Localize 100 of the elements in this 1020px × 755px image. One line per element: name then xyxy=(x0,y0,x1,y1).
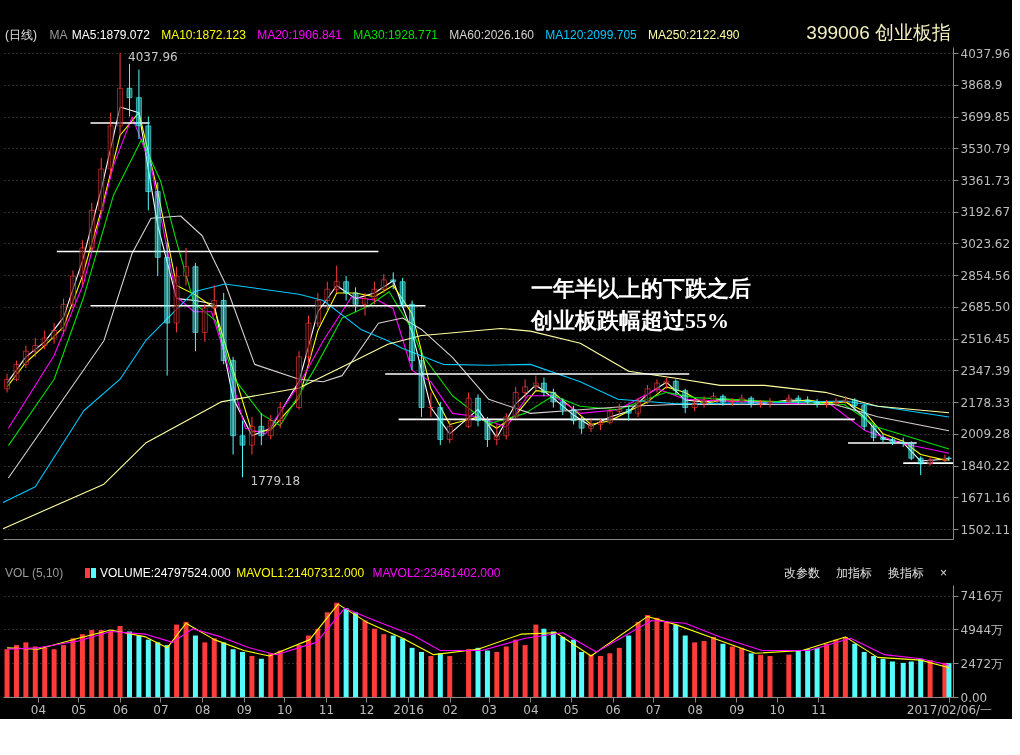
bar xyxy=(805,649,811,697)
bar xyxy=(145,639,151,697)
candlestick xyxy=(945,455,952,462)
y-tick-label: 2009.28 xyxy=(960,427,1011,442)
y-tick-label: 1502.11 xyxy=(960,522,1011,537)
candlestick xyxy=(192,262,199,352)
candlestick xyxy=(4,373,11,394)
candlestick xyxy=(343,275,350,302)
bar xyxy=(900,662,906,697)
candlestick xyxy=(804,395,811,405)
bar xyxy=(32,646,38,697)
bar xyxy=(729,646,735,697)
bar xyxy=(748,653,754,697)
bar xyxy=(842,636,848,697)
candlestick xyxy=(135,69,142,140)
x-tick-label: 04 xyxy=(523,702,539,717)
candlestick xyxy=(380,273,387,294)
x-tick-label: 09 xyxy=(729,702,745,717)
text: MA10:1872.123 xyxy=(161,28,247,42)
bar xyxy=(889,661,895,697)
bar xyxy=(663,621,669,697)
candlestick xyxy=(126,63,133,117)
candlestick xyxy=(767,397,773,409)
candlestick xyxy=(305,315,312,365)
x-tick-label: 06 xyxy=(112,702,129,717)
candlestick xyxy=(183,247,189,286)
x-tick-label: 05 xyxy=(563,702,579,717)
bar xyxy=(616,647,622,697)
annotation: 1779.18 xyxy=(250,474,301,489)
bar xyxy=(739,647,745,697)
candlestick xyxy=(79,239,86,286)
y-tick-label: 1840.22 xyxy=(960,459,1011,474)
chart-title: 399006 创业板指 xyxy=(806,22,951,43)
bar xyxy=(541,628,547,697)
bar xyxy=(240,651,246,697)
text: MA20:1906.841 xyxy=(257,28,343,42)
candlestick xyxy=(532,375,539,392)
annotation: 创业板跌幅超过55% xyxy=(530,308,729,333)
bar xyxy=(758,654,764,697)
candlestick xyxy=(503,412,510,440)
candlestick xyxy=(550,388,557,409)
bar xyxy=(918,658,924,697)
bar xyxy=(682,635,688,697)
bar xyxy=(183,621,189,697)
bar xyxy=(249,656,255,697)
y-tick-label: 3023.62 xyxy=(960,237,1011,251)
candlestick xyxy=(352,286,359,313)
bar xyxy=(117,625,123,697)
candlestick xyxy=(60,298,67,335)
bar xyxy=(635,621,641,697)
y-tick-label: 2178.33 xyxy=(960,395,1011,410)
candlestick xyxy=(701,395,708,409)
text: × xyxy=(939,566,947,580)
bar xyxy=(550,631,556,697)
bar xyxy=(371,628,377,697)
annotation: 一年半以上的下跌之后 xyxy=(531,276,751,301)
bar xyxy=(164,645,170,697)
bar xyxy=(89,630,95,697)
x-tick-label: 06 xyxy=(605,702,621,717)
candlestick xyxy=(672,378,679,395)
bar xyxy=(126,631,132,697)
x-tick-label: 10 xyxy=(769,702,785,717)
bar xyxy=(98,630,104,697)
candlestick xyxy=(371,281,378,305)
chart-subtitle: (日线) xyxy=(5,28,37,42)
bar xyxy=(533,624,539,697)
bar xyxy=(871,656,877,697)
bar xyxy=(400,638,406,697)
candlestick xyxy=(616,403,623,416)
candlestick xyxy=(606,407,613,425)
bar xyxy=(437,653,443,697)
x-tick-label: 07 xyxy=(645,702,662,717)
candlestick xyxy=(107,112,114,178)
bar xyxy=(409,647,415,697)
bar xyxy=(786,654,792,697)
candlestick xyxy=(710,392,717,405)
bar xyxy=(466,649,472,697)
candlestick xyxy=(625,405,632,422)
candlestick xyxy=(588,418,595,433)
candlestick xyxy=(570,405,577,425)
bar xyxy=(334,602,340,697)
candlestick xyxy=(738,393,745,405)
candlestick xyxy=(917,455,924,476)
candlestick xyxy=(475,393,481,427)
bar xyxy=(23,642,29,697)
x-tick-label: 11 xyxy=(318,702,335,717)
candlestick xyxy=(832,397,839,407)
text: MAVOL1:21407312.000 xyxy=(236,566,365,580)
candlestick xyxy=(13,360,20,382)
candlestick xyxy=(211,284,218,317)
candlestick xyxy=(41,330,48,350)
bar xyxy=(353,612,359,697)
candlestick xyxy=(296,350,303,410)
bar xyxy=(258,658,264,697)
x-tick-label: 03 xyxy=(481,702,497,717)
bar xyxy=(852,643,858,697)
bar xyxy=(79,634,85,697)
bar xyxy=(494,651,500,697)
legend-label: VOLUME:24797524.000 xyxy=(100,566,232,580)
bar xyxy=(418,651,424,697)
